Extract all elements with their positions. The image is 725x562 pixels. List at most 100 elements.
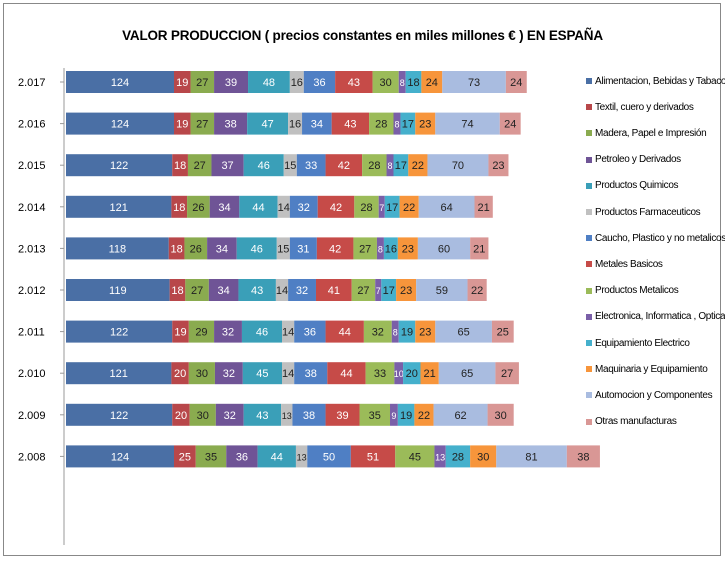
data-label: 42 (338, 160, 350, 172)
data-label: 34 (218, 285, 230, 297)
bar-segment (66, 237, 169, 260)
bar-segment (242, 362, 283, 385)
data-label: 24 (504, 119, 516, 131)
data-label: 19 (400, 410, 412, 422)
data-label: 36 (313, 77, 325, 89)
data-label: 122 (110, 410, 128, 422)
data-label: 22 (418, 410, 430, 422)
data-label: 122 (110, 160, 128, 172)
data-label: 45 (409, 451, 421, 463)
legend-label: Automocion y Componentes (595, 389, 713, 401)
y-tick-label: 2.017 (18, 77, 46, 89)
data-label: 30 (196, 368, 208, 380)
data-label: 47 (262, 119, 274, 131)
data-label: 38 (303, 410, 315, 422)
bar-segment (289, 71, 304, 93)
data-label: 19 (176, 119, 188, 131)
bar-segment (236, 237, 277, 260)
data-label: 27 (194, 160, 206, 172)
data-label: 23 (402, 243, 414, 255)
bar-segment (295, 445, 308, 468)
legend-item: Caucho, Plastico y no metalicos (586, 231, 725, 245)
data-label: 32 (298, 202, 310, 214)
data-label: 74 (461, 119, 473, 131)
data-label: 81 (525, 451, 537, 463)
data-label: 32 (372, 327, 384, 339)
bar-segment (226, 445, 258, 468)
bar-segment (394, 362, 404, 385)
bar-segment (403, 362, 421, 385)
legend-swatch (586, 209, 592, 215)
data-label: 23 (400, 285, 412, 297)
legend-item: Maquinaria y Equipamiento (586, 362, 708, 376)
legend-swatch (586, 235, 592, 242)
bar-segment (288, 112, 303, 135)
legend-label: Productos Farmaceuticos (595, 206, 701, 218)
legend-swatch (586, 418, 592, 425)
bar-segment (294, 362, 328, 385)
data-label: 65 (457, 327, 469, 339)
data-label: 14 (282, 368, 294, 380)
bar-segment (487, 403, 514, 426)
data-label: 33 (305, 160, 317, 172)
bar-segment (434, 445, 446, 468)
bar-segment (281, 403, 293, 426)
bar-segment (66, 445, 175, 468)
bar-segment (491, 320, 514, 343)
data-label: 28 (360, 202, 372, 214)
bar-segment (350, 445, 396, 468)
y-tick-label: 2.013 (18, 243, 46, 255)
chart-frame (3, 3, 721, 556)
bar-segment (211, 154, 244, 177)
bar-segment (421, 71, 443, 93)
bar-segment (381, 279, 397, 301)
data-label: 28 (452, 451, 464, 463)
data-label: 39 (225, 77, 237, 89)
data-label: 48 (263, 77, 275, 89)
bar-segment (66, 279, 170, 301)
bar-segment (282, 320, 295, 343)
bar-segment (214, 320, 242, 343)
data-label: 18 (173, 202, 185, 214)
bar-segment (172, 154, 188, 177)
bar-segment (331, 112, 370, 135)
bar-segment (172, 320, 189, 343)
data-label: 34 (216, 243, 228, 255)
bar-segment (383, 237, 398, 260)
bar-segment (283, 154, 297, 177)
y-tick-label: 2.011 (18, 327, 45, 339)
legend-swatch (586, 156, 592, 163)
data-label: 13 (297, 452, 307, 462)
legend-item: Equipamiento Electrico (586, 336, 690, 350)
bar-segment (190, 71, 215, 93)
bar-segment (66, 403, 173, 426)
legend-label: Productos Quimicos (595, 180, 679, 192)
bar-segment (289, 237, 317, 260)
bar-segment (185, 279, 209, 301)
bar-segment (435, 320, 492, 343)
bar-segment (415, 112, 436, 135)
bar-segment (282, 362, 295, 385)
data-label: 15 (277, 243, 289, 255)
bar-segment (362, 154, 387, 177)
data-label: 21 (478, 202, 490, 214)
data-label: 16 (385, 243, 397, 255)
data-label: 121 (110, 202, 128, 214)
data-label: 124 (111, 77, 129, 89)
data-label: 18 (170, 243, 182, 255)
bar-segment (303, 71, 336, 93)
legend-swatch (586, 130, 592, 137)
bar-segment (327, 362, 366, 385)
chart-title: VALOR PRODUCCION ( precios constantes en… (122, 28, 603, 43)
data-label: 27 (191, 285, 203, 297)
data-label: 8 (394, 120, 399, 130)
data-label: 45 (256, 368, 268, 380)
bar-segment (445, 445, 471, 468)
bar-segment (566, 445, 600, 468)
bar-segment (393, 154, 409, 177)
bar-segment (315, 279, 352, 301)
data-label: 44 (340, 368, 352, 380)
bar-segment (187, 154, 212, 177)
data-label: 46 (251, 243, 263, 255)
data-label: 24 (510, 77, 522, 89)
